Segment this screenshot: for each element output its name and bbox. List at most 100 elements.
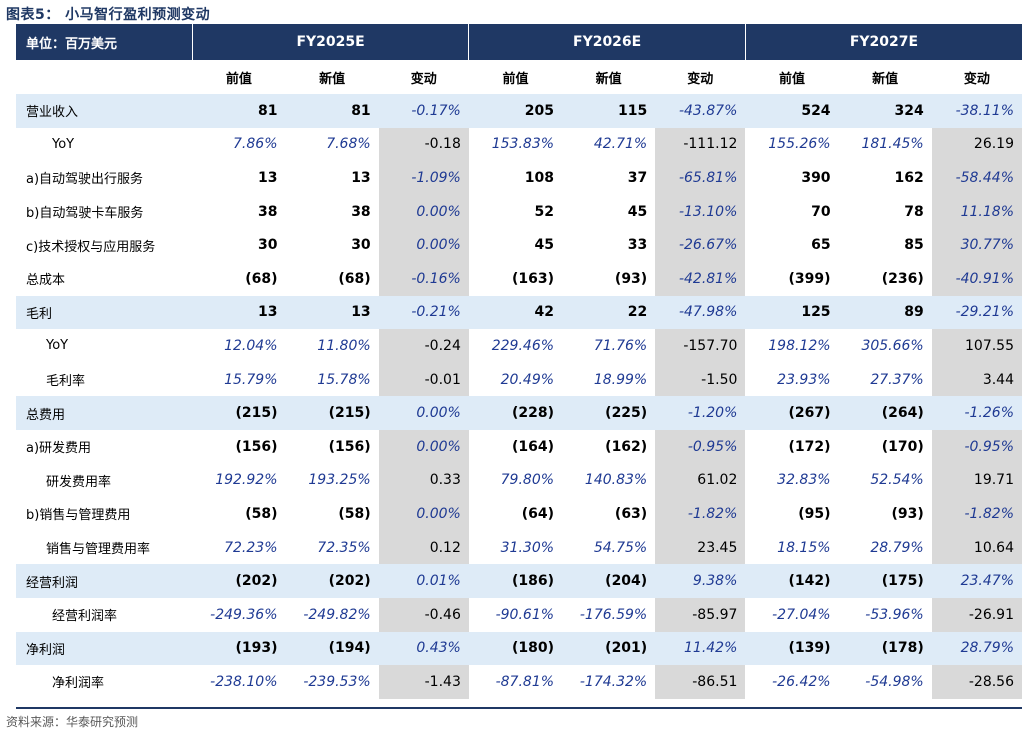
new-value-cell: 7.68% [326, 136, 371, 153]
table-row: 净利润率 -238.10% -239.53% -1.43 -87.81% -174.32%… [16, 665, 1022, 699]
table-row: 经营利润率 -249.36% -249.82% -0.46 -90.61% -176.59… [16, 597, 1022, 632]
prev-value-cell: (139) [745, 631, 839, 666]
change-cell: -28.56 [931, 665, 1022, 699]
prev-value-cell: 524 [745, 94, 839, 128]
prev-value-cell: (267) [745, 396, 839, 430]
new-value-cell: (215) [285, 396, 379, 430]
prev-value-cell: 42 [468, 295, 563, 330]
row-label: YoY [52, 136, 75, 152]
prev-value-cell: (180) [468, 631, 563, 666]
prev-value-cell: 81 [192, 94, 286, 128]
prev-value-cell: 155.26% [768, 136, 831, 153]
sub-header-change: 变动 [655, 60, 746, 94]
row-label: 经营利润率 [52, 609, 118, 625]
new-value-cell: 81 [285, 94, 379, 128]
new-value-cell: (170) [881, 438, 924, 455]
header-row-years: 单位：百万美元 FY2025E FY2026E FY2027E [16, 24, 1022, 60]
change-cell: 0.12 [378, 530, 469, 565]
row-label: b)自动驾驶卡车服务 [26, 206, 144, 222]
new-value-cell: (236) [881, 270, 924, 287]
change-cell: 0.43% [378, 631, 469, 666]
new-value-cell: (178) [838, 631, 932, 666]
change-cell: 0.00% [378, 194, 469, 229]
change-cell: 23.47% [931, 564, 1022, 598]
prev-value-cell: 65 [811, 237, 831, 254]
prev-value-cell: 30 [258, 237, 278, 254]
change-cell: -0.18 [378, 127, 469, 162]
new-value-cell: 115 [562, 94, 656, 128]
change-cell: 0.00% [378, 396, 469, 430]
new-value-cell: 54.75% [593, 539, 648, 556]
new-value-cell: 38 [351, 203, 371, 220]
new-value-cell: (93) [614, 270, 648, 287]
prev-value-cell: 52 [534, 203, 555, 220]
new-value-cell: (162) [605, 438, 648, 455]
prev-value-cell: 13 [192, 295, 286, 330]
new-value-cell: (175) [838, 564, 932, 598]
prev-value-cell: (68) [245, 270, 278, 287]
row-label: 研发费用率 [46, 474, 112, 490]
change-cell: -0.21% [378, 295, 469, 330]
table-row: YoY 7.86% 7.68% -0.18 153.83% 42.71% -111.12 15… [16, 127, 1022, 162]
table-row: c)技术授权与应用服务 30 30 0.00% 45 33 -26.67% 65 85 30.77… [16, 228, 1022, 262]
year-header: FY2026E [468, 24, 746, 60]
forecast-table: 单位：百万美元 FY2025E FY2026E FY2027E 前值 新值 变动… [16, 24, 1022, 699]
change-cell: 0.00% [378, 497, 469, 531]
row-label: 净利润 [16, 631, 193, 666]
prev-value-cell: -90.61% [495, 606, 555, 623]
table-row: 研发费用率 192.92% 193.25% 0.33 79.80% 140.83% 61.0… [16, 463, 1022, 498]
sub-header-change: 变动 [931, 60, 1022, 94]
change-cell: -40.91% [931, 261, 1022, 296]
new-value-cell: (201) [562, 631, 656, 666]
new-value-cell: (58) [338, 505, 371, 522]
change-cell: -29.21% [931, 295, 1022, 330]
row-label: 销售与管理费用率 [46, 542, 151, 558]
table-row: 总成本 (68) (68) -0.16% (163) (93) -42.81% (399) (2… [16, 261, 1022, 296]
sub-header-prev: 前值 [745, 60, 839, 94]
prev-value-cell: (186) [468, 564, 563, 598]
new-value-cell: (194) [285, 631, 379, 666]
change-cell: 11.18% [931, 194, 1022, 229]
sub-header-prev: 前值 [192, 60, 286, 94]
change-cell: 30.77% [931, 228, 1022, 262]
change-cell: 0.00% [378, 429, 469, 464]
change-cell: -1.26% [931, 396, 1022, 430]
new-value-cell: (156) [328, 438, 371, 455]
change-cell: -58.44% [931, 161, 1022, 195]
change-cell: -86.51 [655, 665, 746, 699]
change-cell: 0.33 [378, 463, 469, 498]
new-value-cell: 28.79% [870, 539, 924, 556]
change-cell: -0.24 [378, 329, 469, 363]
new-value-cell: 27.37% [870, 371, 924, 388]
prev-value-cell: 72.23% [224, 539, 278, 556]
row-label: a)研发费用 [26, 441, 92, 457]
new-value-cell: 45 [627, 203, 648, 220]
change-cell: -65.81% [655, 161, 746, 195]
change-cell: -111.12 [655, 127, 746, 162]
change-cell: -1.82% [655, 497, 746, 531]
prev-value-cell: 192.92% [215, 472, 278, 489]
prev-value-cell: 15.79% [224, 371, 278, 388]
prev-value-cell: (95) [798, 505, 831, 522]
prev-value-cell: 31.30% [500, 539, 555, 556]
new-value-cell: (202) [285, 564, 379, 598]
new-value-cell: 13 [285, 295, 379, 330]
new-value-cell: (63) [614, 505, 648, 522]
prev-value-cell: -249.36% [210, 606, 278, 623]
prev-value-cell: 390 [801, 169, 831, 186]
change-cell: 9.38% [655, 564, 746, 598]
table-row: b)销售与管理费用 (58) (58) 0.00% (64) (63) -1.82% (95)… [16, 497, 1022, 531]
row-label: 净利润率 [52, 676, 105, 692]
new-value-cell: 22 [562, 295, 656, 330]
prev-value-cell: 198.12% [768, 337, 831, 354]
table-body: 营业收入 81 81 -0.17% 205 115 -43.87% 524 324 -38.11%… [16, 94, 1022, 699]
prev-value-cell: 7.86% [233, 136, 278, 153]
change-cell: 107.55 [931, 329, 1022, 363]
new-value-cell: 11.80% [317, 337, 371, 354]
year-header: FY2027E [744, 24, 1022, 60]
new-value-cell: 42.71% [593, 136, 648, 153]
new-value-cell: 18.99% [593, 371, 648, 388]
new-value-cell: 13 [351, 169, 371, 186]
new-value-cell: 305.66% [861, 337, 924, 354]
table-row: 总费用 (215) (215) 0.00% (228) (225) -1.20% (267)(… [16, 396, 1022, 430]
